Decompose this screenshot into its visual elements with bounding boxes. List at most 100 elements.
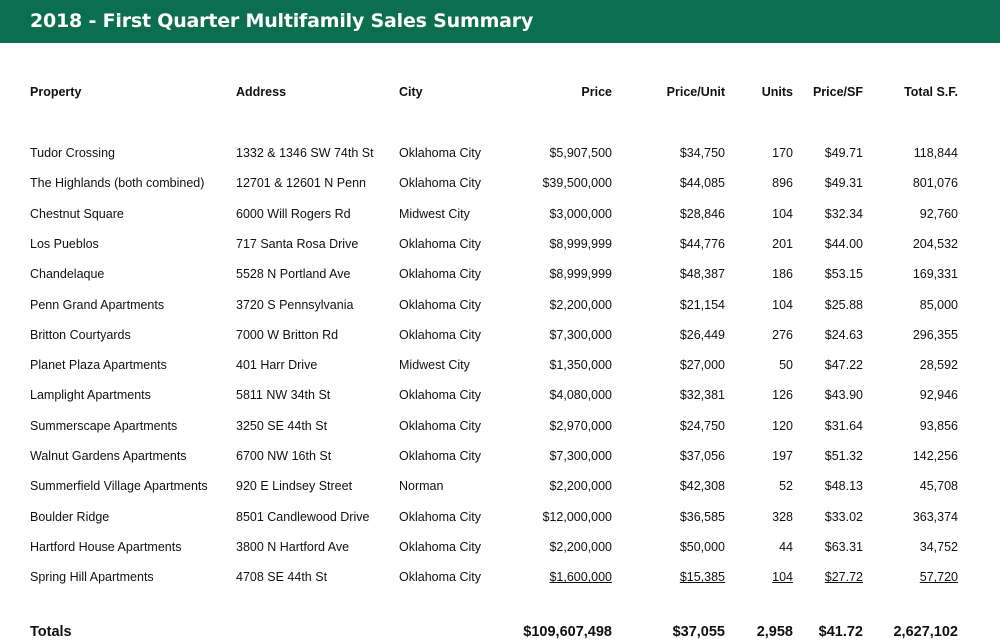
cell-total-sf: 296,355 — [912, 327, 958, 342]
totals-price-per-sf: $41.72 — [818, 624, 863, 640]
cell-price: $12,000,000 — [542, 509, 612, 524]
cell-total-sf: 85,000 — [919, 297, 958, 312]
totals-price-per-unit: $37,055 — [672, 624, 725, 640]
cell-price: $7,300,000 — [549, 449, 612, 463]
column-header-property: Property — [30, 85, 82, 99]
cell-price-per-sf: $49.31 — [824, 176, 863, 191]
cell-property: Planet Plaza Apartments — [30, 358, 167, 373]
cell-price-per-sf: $31.64 — [824, 418, 863, 433]
cell-price-per-unit: $36,585 — [679, 509, 725, 524]
cell-property: Hartford House Apartments — [30, 539, 182, 554]
cell-property: Spring Hill Apartments — [30, 570, 154, 585]
cell-units: 896 — [772, 176, 793, 191]
cell-price-per-sf: $43.90 — [824, 388, 863, 403]
cell-price: $2,970,000 — [549, 418, 612, 433]
cell-price-per-unit: $15,385 — [679, 570, 725, 585]
cell-price: $5,907,500 — [549, 146, 612, 160]
cell-price-per-unit: $37,056 — [679, 449, 725, 463]
cell-city: Oklahoma City — [399, 509, 481, 524]
cell-address: 6700 NW 16th St — [236, 449, 332, 463]
column-header-price-per-sf: Price/SF — [812, 85, 863, 99]
cell-city: Oklahoma City — [399, 570, 481, 585]
cell-property: Walnut Gardens Apartments — [30, 449, 187, 463]
cell-units: 104 — [772, 570, 793, 585]
column-header-city: City — [399, 85, 423, 99]
cell-total-sf: 92,946 — [919, 388, 958, 403]
cell-units: 44 — [779, 539, 793, 554]
cell-price-per-sf: $44.00 — [824, 236, 863, 251]
cell-price: $8,999,999 — [549, 267, 612, 282]
cell-price: $3,000,000 — [549, 206, 612, 221]
cell-property: Lamplight Apartments — [30, 388, 151, 403]
cell-total-sf: 801,076 — [912, 176, 958, 191]
column-header-units: Units — [761, 85, 793, 99]
cell-city: Oklahoma City — [399, 267, 481, 282]
cell-property: Penn Grand Apartments — [30, 297, 165, 312]
cell-price-per-sf: $51.32 — [824, 449, 863, 463]
column-header-total-sf: Total S.F. — [904, 85, 958, 99]
cell-total-sf: 142,256 — [912, 449, 958, 463]
cell-address: 3720 S Pennsylvania — [236, 297, 354, 312]
cell-total-sf: 45,708 — [919, 479, 958, 494]
cell-units: 328 — [772, 509, 793, 524]
cell-address: 5528 N Portland Ave — [236, 267, 351, 282]
cell-units: 52 — [779, 479, 793, 494]
cell-total-sf: 363,374 — [912, 509, 958, 524]
cell-units: 104 — [772, 206, 793, 221]
cell-price-per-unit: $24,750 — [679, 418, 725, 433]
cell-price: $39,500,000 — [542, 176, 612, 191]
cell-property: Chandelaque — [30, 267, 105, 282]
cell-total-sf: 169,331 — [912, 267, 958, 282]
cell-property: Tudor Crossing — [30, 146, 115, 160]
cell-price-per-sf: $49.71 — [824, 146, 863, 160]
cell-price-per-unit: $44,085 — [679, 176, 725, 191]
cell-city: Oklahoma City — [399, 297, 481, 312]
cell-price-per-sf: $48.13 — [824, 479, 863, 494]
cell-address: 3800 N Hartford Ave — [236, 539, 350, 554]
cell-price-per-unit: $50,000 — [679, 539, 725, 554]
cell-total-sf: 57,720 — [919, 570, 958, 585]
cell-price: $2,200,000 — [549, 297, 612, 312]
cell-price-per-sf: $25.88 — [824, 297, 863, 312]
cell-total-sf: 118,844 — [913, 146, 958, 160]
cell-city: Oklahoma City — [399, 449, 481, 463]
cell-price: $2,200,000 — [549, 539, 612, 554]
cell-city: Oklahoma City — [399, 388, 481, 403]
cell-city: Midwest City — [399, 206, 470, 221]
page-title: 2018 - First Quarter Multifamily Sales S… — [30, 10, 534, 32]
cell-address: 401 Harr Drive — [236, 358, 318, 373]
cell-address: 6000 Will Rogers Rd — [236, 206, 351, 221]
cell-address: 3250 SE 44th St — [236, 418, 328, 433]
cell-price-per-sf: $32.34 — [824, 206, 863, 221]
cell-address: 4708 SE 44th St — [236, 570, 328, 585]
cell-units: 197 — [772, 449, 793, 463]
cell-price-per-unit: $48,387 — [679, 267, 725, 282]
cell-price-per-sf: $27.72 — [824, 570, 863, 585]
cell-address: 920 E Lindsey Street — [236, 479, 353, 494]
title-bar: 2018 - First Quarter Multifamily Sales S… — [0, 0, 1000, 43]
cell-address: 717 Santa Rosa Drive — [236, 236, 359, 251]
cell-units: 50 — [779, 358, 793, 373]
cell-units: 104 — [772, 297, 793, 312]
cell-price-per-sf: $47.22 — [824, 358, 863, 373]
cell-total-sf: 28,592 — [919, 358, 958, 373]
cell-city: Norman — [399, 479, 444, 494]
cell-price: $8,999,999 — [549, 236, 612, 251]
cell-price-per-sf: $63.31 — [824, 539, 863, 554]
cell-property: Summerfield Village Apartments — [30, 479, 208, 494]
cell-total-sf: 92,760 — [919, 206, 958, 221]
cell-address: 7000 W Britton Rd — [236, 327, 339, 342]
cell-price-per-sf: $24.63 — [824, 327, 863, 342]
cell-price-per-unit: $26,449 — [679, 327, 725, 342]
cell-price: $2,200,000 — [549, 479, 612, 494]
cell-price-per-sf: $33.02 — [824, 509, 863, 524]
cell-price-per-unit: $44,776 — [679, 236, 725, 251]
cell-address: 8501 Candlewood Drive — [236, 509, 370, 524]
totals-total-sf: 2,627,102 — [893, 624, 958, 640]
cell-property: Summerscape Apartments — [30, 418, 178, 433]
totals-label: Totals — [30, 624, 72, 640]
cell-price-per-unit: $34,750 — [679, 146, 725, 160]
cell-price: $7,300,000 — [549, 327, 612, 342]
cell-address: 1332 & 1346 SW 74th St — [236, 146, 374, 160]
cell-property: Boulder Ridge — [30, 509, 110, 524]
